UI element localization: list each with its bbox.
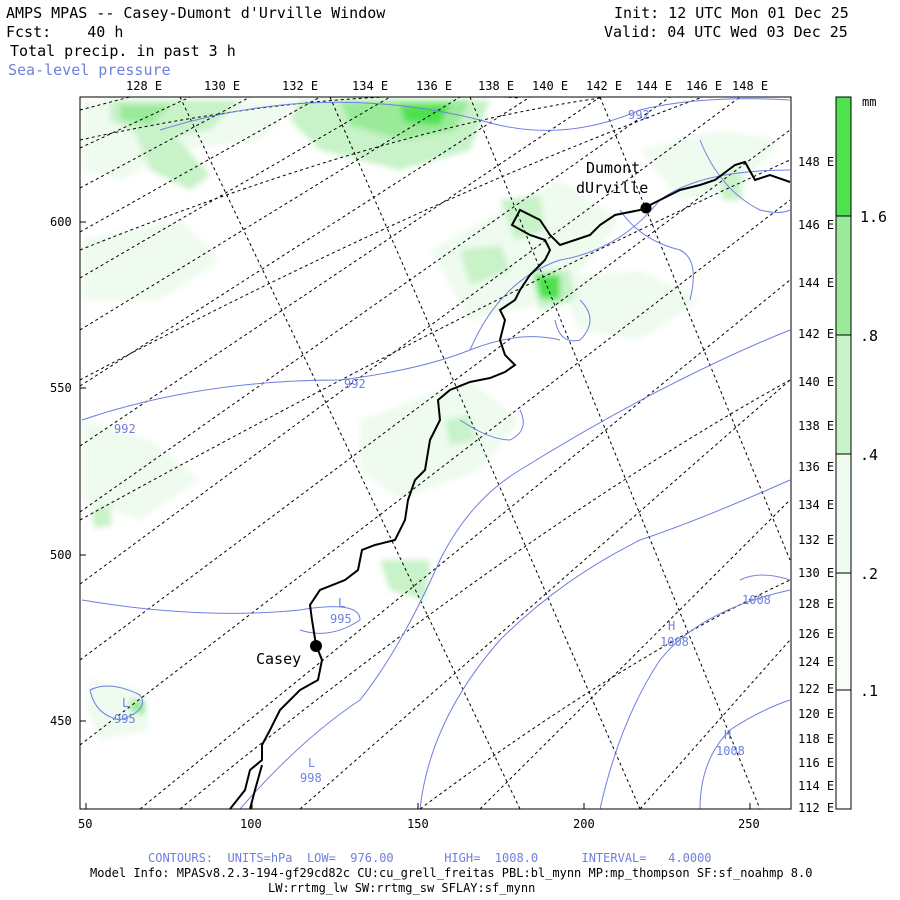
lon-label: 130 E — [798, 566, 834, 580]
x-tick-label: 200 — [573, 817, 595, 831]
contour-info: CONTOURS: UNITS=hPa LOW= 976.00 HIGH= 10… — [148, 851, 712, 865]
top-lon-labels: 128 E 130 E 132 E 134 E 136 E 138 E 140 … — [126, 79, 768, 93]
overlay-name: Sea-level pressure — [8, 61, 171, 79]
colorbar-swatch-0-2 — [836, 454, 851, 573]
y-tick-label: 600 — [50, 215, 72, 229]
colorbar-label: .1 — [860, 682, 878, 700]
contour-label: 1008 — [660, 635, 689, 649]
lon-label: 118 E — [798, 732, 834, 746]
y-tick-label: 550 — [50, 381, 72, 395]
station-casey-label: Casey — [256, 650, 301, 668]
station-dumont-label-2: dUrville — [576, 179, 648, 197]
x-tick-label: 250 — [738, 817, 760, 831]
x-tick-label: 100 — [240, 817, 262, 831]
forecast-hours: 40 h — [87, 23, 124, 41]
precip-field — [82, 100, 780, 740]
y-tick-label: 500 — [50, 548, 72, 562]
init-time: Init: 12 UTC Mon 01 Dec 25 — [614, 4, 849, 22]
colorbar-label: .4 — [860, 446, 878, 464]
colorbar-swatch-0-8 — [836, 216, 851, 335]
high-marker: H — [724, 728, 731, 742]
lon-label: 142 E — [586, 79, 622, 93]
colorbar-swatch-0-1 — [836, 573, 851, 690]
low-marker: L — [308, 756, 315, 770]
contour-label: 992 — [344, 377, 366, 391]
contour-label: 1008 — [716, 744, 745, 758]
lon-label: 146 E — [686, 79, 722, 93]
x-tick-label: 50 — [78, 817, 92, 831]
station-casey-marker[interactable] — [310, 640, 322, 652]
colorbar: mm 1.6 .8 .4 .2 .1 — [835, 95, 887, 810]
lon-label: 140 E — [798, 375, 834, 389]
lon-label: 132 E — [282, 79, 318, 93]
model-info: Model Info: MPASv8.2.3-194-gf29cd82c CU:… — [90, 866, 813, 880]
lon-label: 144 E — [798, 276, 834, 290]
x-axis: 50 100 150 200 250 — [78, 803, 760, 831]
graticule — [80, 97, 791, 809]
contour-label: 992 — [114, 422, 136, 436]
lon-label: 114 E — [798, 779, 834, 793]
forecast-label: Fcst: 40 h — [6, 23, 123, 41]
colorbar-label: .8 — [860, 327, 878, 345]
lon-label: 142 E — [798, 327, 834, 341]
contour-label: 995 — [330, 612, 352, 626]
station-dumont-label-1: Dumont — [586, 159, 640, 177]
lon-label: 134 E — [352, 79, 388, 93]
low-marker: L — [338, 596, 345, 610]
lon-label: 140 E — [532, 79, 568, 93]
colorbar-swatch-0-4 — [836, 335, 851, 454]
lon-label: 146 E — [798, 218, 834, 232]
slp-contours — [81, 98, 791, 809]
contour-labels: 992 992 992 L 995 L 995 L 998 H 1008 H 1… — [114, 108, 771, 785]
colorbar-label: 1.6 — [860, 208, 887, 226]
lon-label: 144 E — [636, 79, 672, 93]
lon-label: 130 E — [204, 79, 240, 93]
map-frame — [79, 96, 792, 810]
y-axis: 600 550 500 450 — [50, 215, 86, 728]
lon-label: 148 E — [798, 155, 834, 169]
physics-info: LW:rrtmg_lw SW:rrtmg_sw SFLAY:sf_mynn — [268, 881, 536, 895]
lon-label: 122 E — [798, 682, 834, 696]
forecast-label-text: Fcst: — [6, 23, 52, 41]
contour-label: 995 — [114, 712, 136, 726]
y-tick-label: 450 — [50, 714, 72, 728]
map-title: AMPS MPAS -- Casey-Dumont d'Urville Wind… — [6, 4, 386, 22]
lon-label: 116 E — [798, 756, 834, 770]
contour-label: 998 — [300, 771, 322, 785]
lon-label: 138 E — [798, 419, 834, 433]
colorbar-swatch-zero — [836, 690, 851, 809]
lon-label: 112 E — [798, 801, 834, 815]
lon-label: 128 E — [798, 597, 834, 611]
lon-label: 134 E — [798, 498, 834, 512]
x-tick-label: 150 — [407, 817, 429, 831]
lon-label: 126 E — [798, 627, 834, 641]
lon-label: 124 E — [798, 655, 834, 669]
valid-time: Valid: 04 UTC Wed 03 Dec 25 — [604, 23, 848, 41]
colorbar-unit: mm — [862, 95, 876, 109]
contour-label: 992 — [628, 108, 650, 122]
colorbar-swatch-1-6 — [836, 97, 851, 216]
low-marker: L — [122, 696, 129, 710]
contour-label: 1008 — [742, 593, 771, 607]
lon-label: 120 E — [798, 707, 834, 721]
lon-label: 148 E — [732, 79, 768, 93]
lon-label: 136 E — [416, 79, 452, 93]
lon-label: 128 E — [126, 79, 162, 93]
colorbar-label: .2 — [860, 565, 878, 583]
lon-label: 132 E — [798, 533, 834, 547]
field-name: Total precip. in past 3 h — [10, 42, 236, 60]
high-marker: H — [668, 619, 675, 633]
right-lon-labels: 148 E 146 E 144 E 142 E 140 E 138 E 136 … — [798, 155, 834, 815]
station-dumont-durville-marker[interactable] — [640, 202, 652, 214]
lon-label: 136 E — [798, 460, 834, 474]
lon-label: 138 E — [478, 79, 514, 93]
